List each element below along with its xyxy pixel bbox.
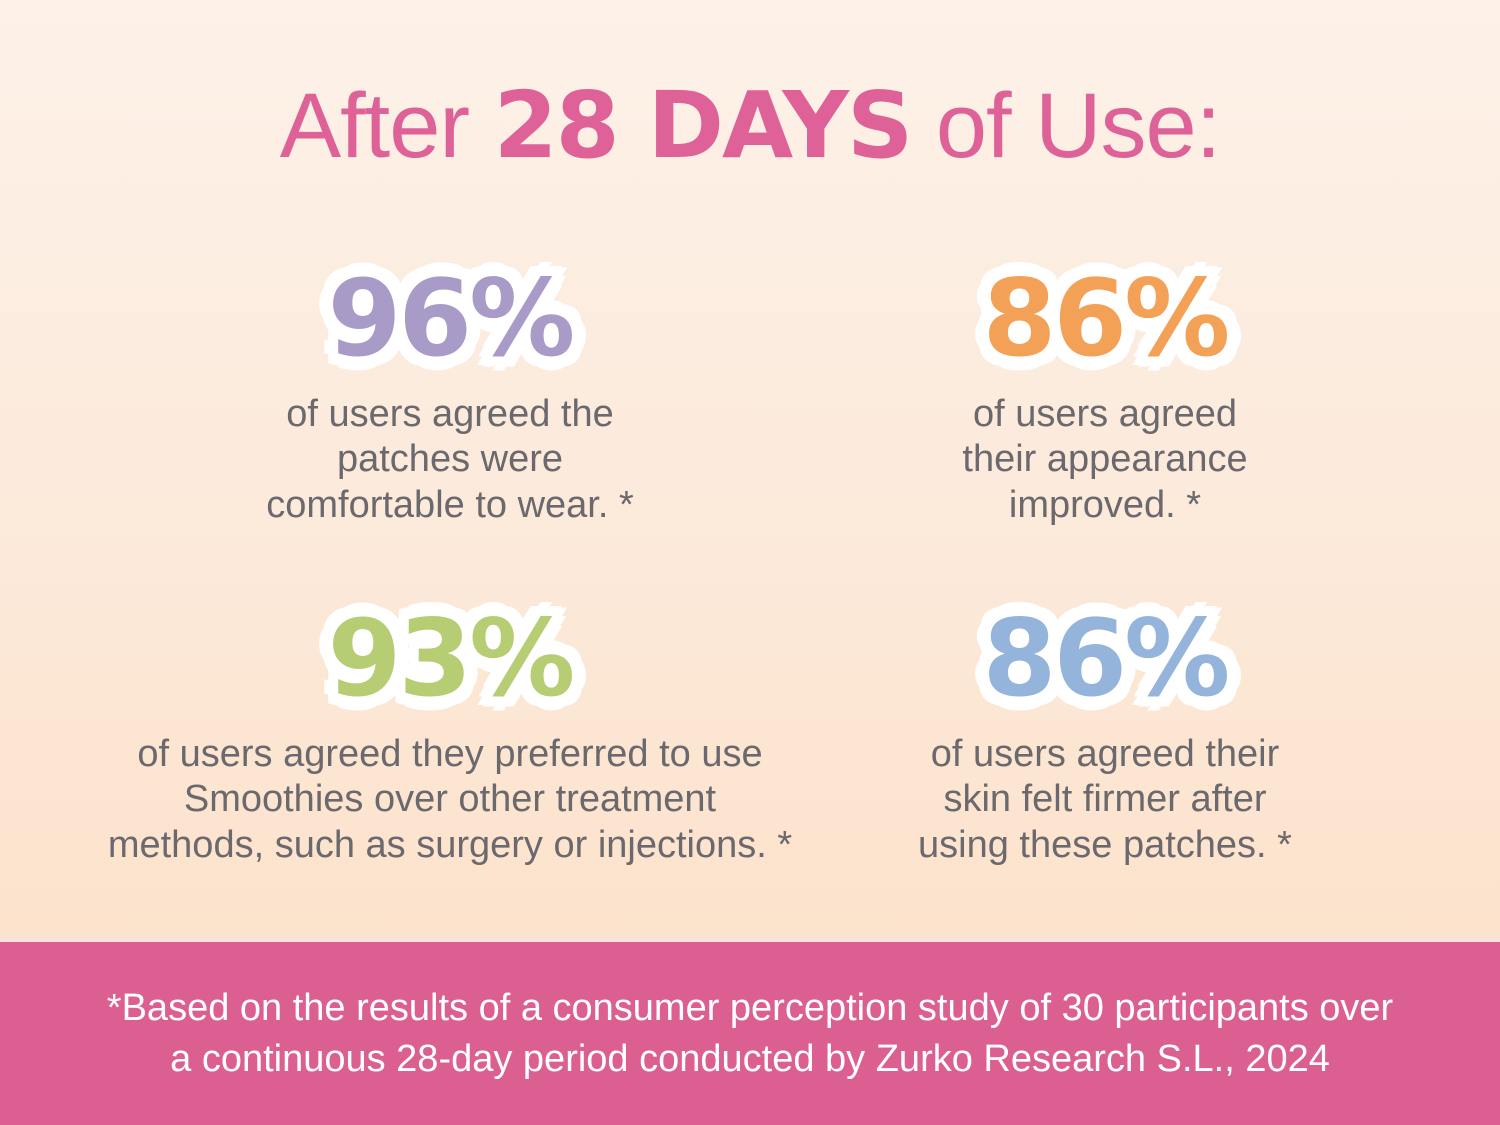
stat-value: 86%	[983, 598, 1231, 720]
stat-value: 86%	[983, 258, 1231, 380]
title-highlight: 28 DAYS	[493, 72, 914, 179]
stat-card: 93% of users agreed they preferred to us…	[60, 598, 840, 869]
footnote-band: *Based on the results of a consumer perc…	[0, 936, 1500, 1125]
stat-description: of users agreed they preferred to use Sm…	[107, 732, 793, 867]
stat-description: of users agreed their appearance improve…	[962, 392, 1248, 527]
stat-card: 96% of users agreed the patches were com…	[60, 258, 840, 529]
stat-card: 86% of users agreed their skin felt firm…	[850, 598, 1360, 869]
title-suffix: of Use:	[911, 75, 1221, 177]
stat-value: 96%	[328, 258, 576, 380]
stat-card: 86% of users agreed their appearance imp…	[850, 258, 1360, 529]
stat-value: 93%	[328, 598, 576, 720]
page-title: After 28 DAYS of Use:	[0, 75, 1500, 177]
footnote-text: *Based on the results of a consumer perc…	[106, 987, 1394, 1080]
stat-description: of users agreed their skin felt firmer a…	[918, 732, 1292, 867]
title-prefix: After	[279, 75, 494, 177]
stat-description: of users agreed the patches were comfort…	[266, 392, 634, 527]
